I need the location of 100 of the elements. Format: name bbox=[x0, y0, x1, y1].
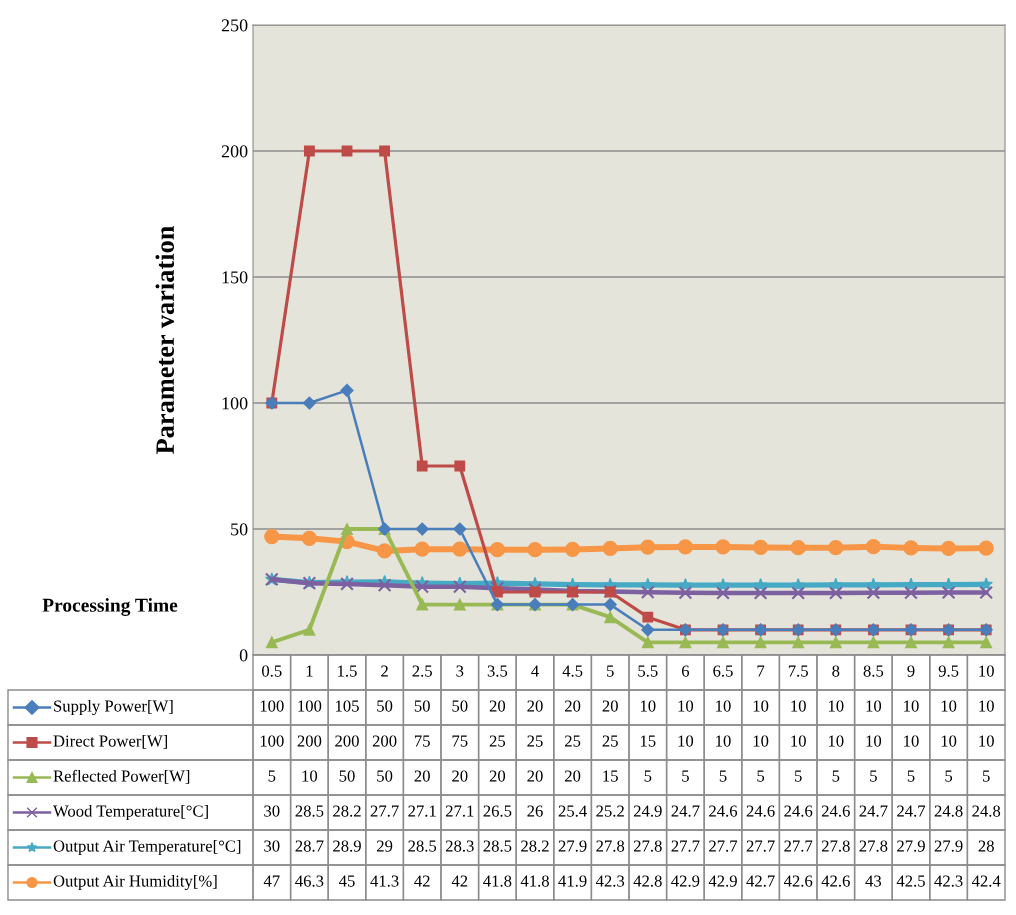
x-tick-label: 7.5 bbox=[788, 665, 808, 677]
x-tick-label: 0.5 bbox=[262, 665, 282, 677]
data-label: 10 bbox=[678, 735, 694, 747]
legend-label: Direct Power[W] bbox=[53, 734, 167, 749]
x-tick-label: 1.5 bbox=[338, 665, 357, 677]
data-label: 24.9 bbox=[633, 805, 662, 817]
y-tick-label: 50 bbox=[231, 523, 248, 536]
x-tick-label: 10 bbox=[979, 665, 994, 677]
data-label: 10 bbox=[979, 700, 994, 712]
data-label: 25 bbox=[565, 735, 581, 747]
data-label: 30 bbox=[264, 840, 280, 852]
x-tick-label: 4 bbox=[531, 665, 539, 677]
data-label: 28.7 bbox=[295, 840, 324, 852]
data-label: 20 bbox=[527, 700, 543, 712]
data-label: 15 bbox=[603, 770, 618, 782]
data-label: 42.9 bbox=[708, 875, 737, 887]
data-label: 5 bbox=[870, 770, 877, 782]
data-label: 5 bbox=[945, 770, 953, 782]
data-label: 15 bbox=[640, 735, 656, 747]
data-label: 27.7 bbox=[746, 840, 775, 852]
data-label: 50 bbox=[339, 770, 355, 782]
data-label: 41.9 bbox=[558, 875, 587, 887]
legend-label: Reflected Power[W] bbox=[53, 769, 190, 784]
data-label: 5 bbox=[832, 770, 840, 782]
y-axis-title: Parameter variation bbox=[155, 225, 175, 454]
data-label: 28.5 bbox=[408, 840, 437, 852]
data-label: 5 bbox=[719, 770, 727, 782]
x-axis-title: Processing Time bbox=[42, 598, 178, 616]
data-label: 10 bbox=[904, 700, 919, 712]
x-tick-label: 9 bbox=[907, 665, 915, 677]
data-label: 10 bbox=[753, 700, 769, 712]
data-label: 41.8 bbox=[483, 875, 512, 887]
data-label: 47 bbox=[263, 875, 280, 887]
data-label: 42 bbox=[451, 875, 468, 887]
data-label: 28.9 bbox=[333, 840, 361, 852]
x-tick-label: 4.5 bbox=[562, 665, 583, 677]
data-label: 5 bbox=[907, 770, 915, 782]
x-tick-label: 2 bbox=[381, 665, 388, 677]
x-tick-label: 8.5 bbox=[863, 665, 884, 677]
data-label: 28.3 bbox=[445, 840, 474, 852]
data-label: 45 bbox=[338, 875, 355, 887]
data-label: 41.3 bbox=[370, 875, 399, 887]
data-label: 25 bbox=[489, 735, 506, 747]
data-label: 27.1 bbox=[445, 805, 474, 817]
data-label: 41.8 bbox=[520, 875, 549, 887]
data-label: 10 bbox=[866, 735, 882, 747]
data-label: 24.7 bbox=[859, 805, 888, 817]
data-label: 50 bbox=[377, 770, 393, 782]
data-label: 10 bbox=[716, 735, 731, 747]
x-tick-label: 6 bbox=[681, 665, 690, 677]
data-label: 27.7 bbox=[784, 840, 813, 852]
data-label: 42.5 bbox=[896, 875, 925, 887]
data-label: 27.8 bbox=[859, 840, 888, 852]
data-label: 30 bbox=[264, 805, 280, 817]
data-label: 5 bbox=[644, 770, 652, 782]
data-label: 27.8 bbox=[596, 840, 625, 852]
data-label: 10 bbox=[716, 700, 731, 712]
data-label: 42.7 bbox=[746, 875, 775, 887]
data-label: 10 bbox=[828, 700, 844, 712]
data-label: 42.4 bbox=[971, 875, 1001, 887]
data-label: 25 bbox=[602, 735, 618, 747]
data-label: 10 bbox=[640, 700, 656, 712]
data-label: 25 bbox=[527, 735, 543, 747]
data-label: 50 bbox=[377, 700, 393, 712]
data-label: 5 bbox=[757, 770, 765, 782]
data-label: 20 bbox=[452, 770, 468, 782]
x-tick-label: 9.5 bbox=[938, 665, 959, 677]
data-label: 46.3 bbox=[295, 875, 324, 887]
data-label: 25.2 bbox=[596, 805, 624, 817]
data-label: 27.9 bbox=[897, 840, 925, 852]
data-label: 27.9 bbox=[558, 840, 587, 852]
data-label: 24.6 bbox=[821, 805, 850, 817]
data-label: 10 bbox=[941, 700, 957, 712]
data-label: 28.5 bbox=[295, 805, 324, 817]
data-label: 10 bbox=[828, 735, 844, 747]
data-label: 24.7 bbox=[897, 805, 926, 817]
data-label: 10 bbox=[941, 735, 957, 747]
data-label: 42.8 bbox=[633, 875, 662, 887]
data-label: 27.7 bbox=[370, 805, 399, 817]
data-label: 20 bbox=[527, 770, 543, 782]
data-label: 20 bbox=[602, 700, 618, 712]
data-label: 200 bbox=[372, 735, 397, 747]
data-label: 27.8 bbox=[633, 840, 662, 852]
data-label: 25.4 bbox=[558, 805, 587, 817]
data-label: 24.7 bbox=[671, 805, 700, 817]
legend-label: Wood Temperature[°C] bbox=[53, 804, 208, 821]
data-label: 5 bbox=[795, 770, 802, 782]
data-label: 100 bbox=[260, 700, 284, 712]
data-label: 27.1 bbox=[408, 805, 436, 817]
data-label: 10 bbox=[979, 735, 994, 747]
data-label: 75 bbox=[452, 735, 468, 747]
data-label: 27.7 bbox=[671, 840, 700, 852]
data-label: 28.2 bbox=[333, 805, 361, 817]
data-label: 43 bbox=[865, 875, 882, 887]
data-label: 50 bbox=[414, 700, 430, 712]
data-label: 105 bbox=[335, 700, 359, 712]
data-label: 10 bbox=[791, 735, 806, 747]
data-label: 50 bbox=[452, 700, 468, 712]
data-label: 75 bbox=[414, 735, 430, 747]
data-label: 200 bbox=[335, 735, 359, 747]
